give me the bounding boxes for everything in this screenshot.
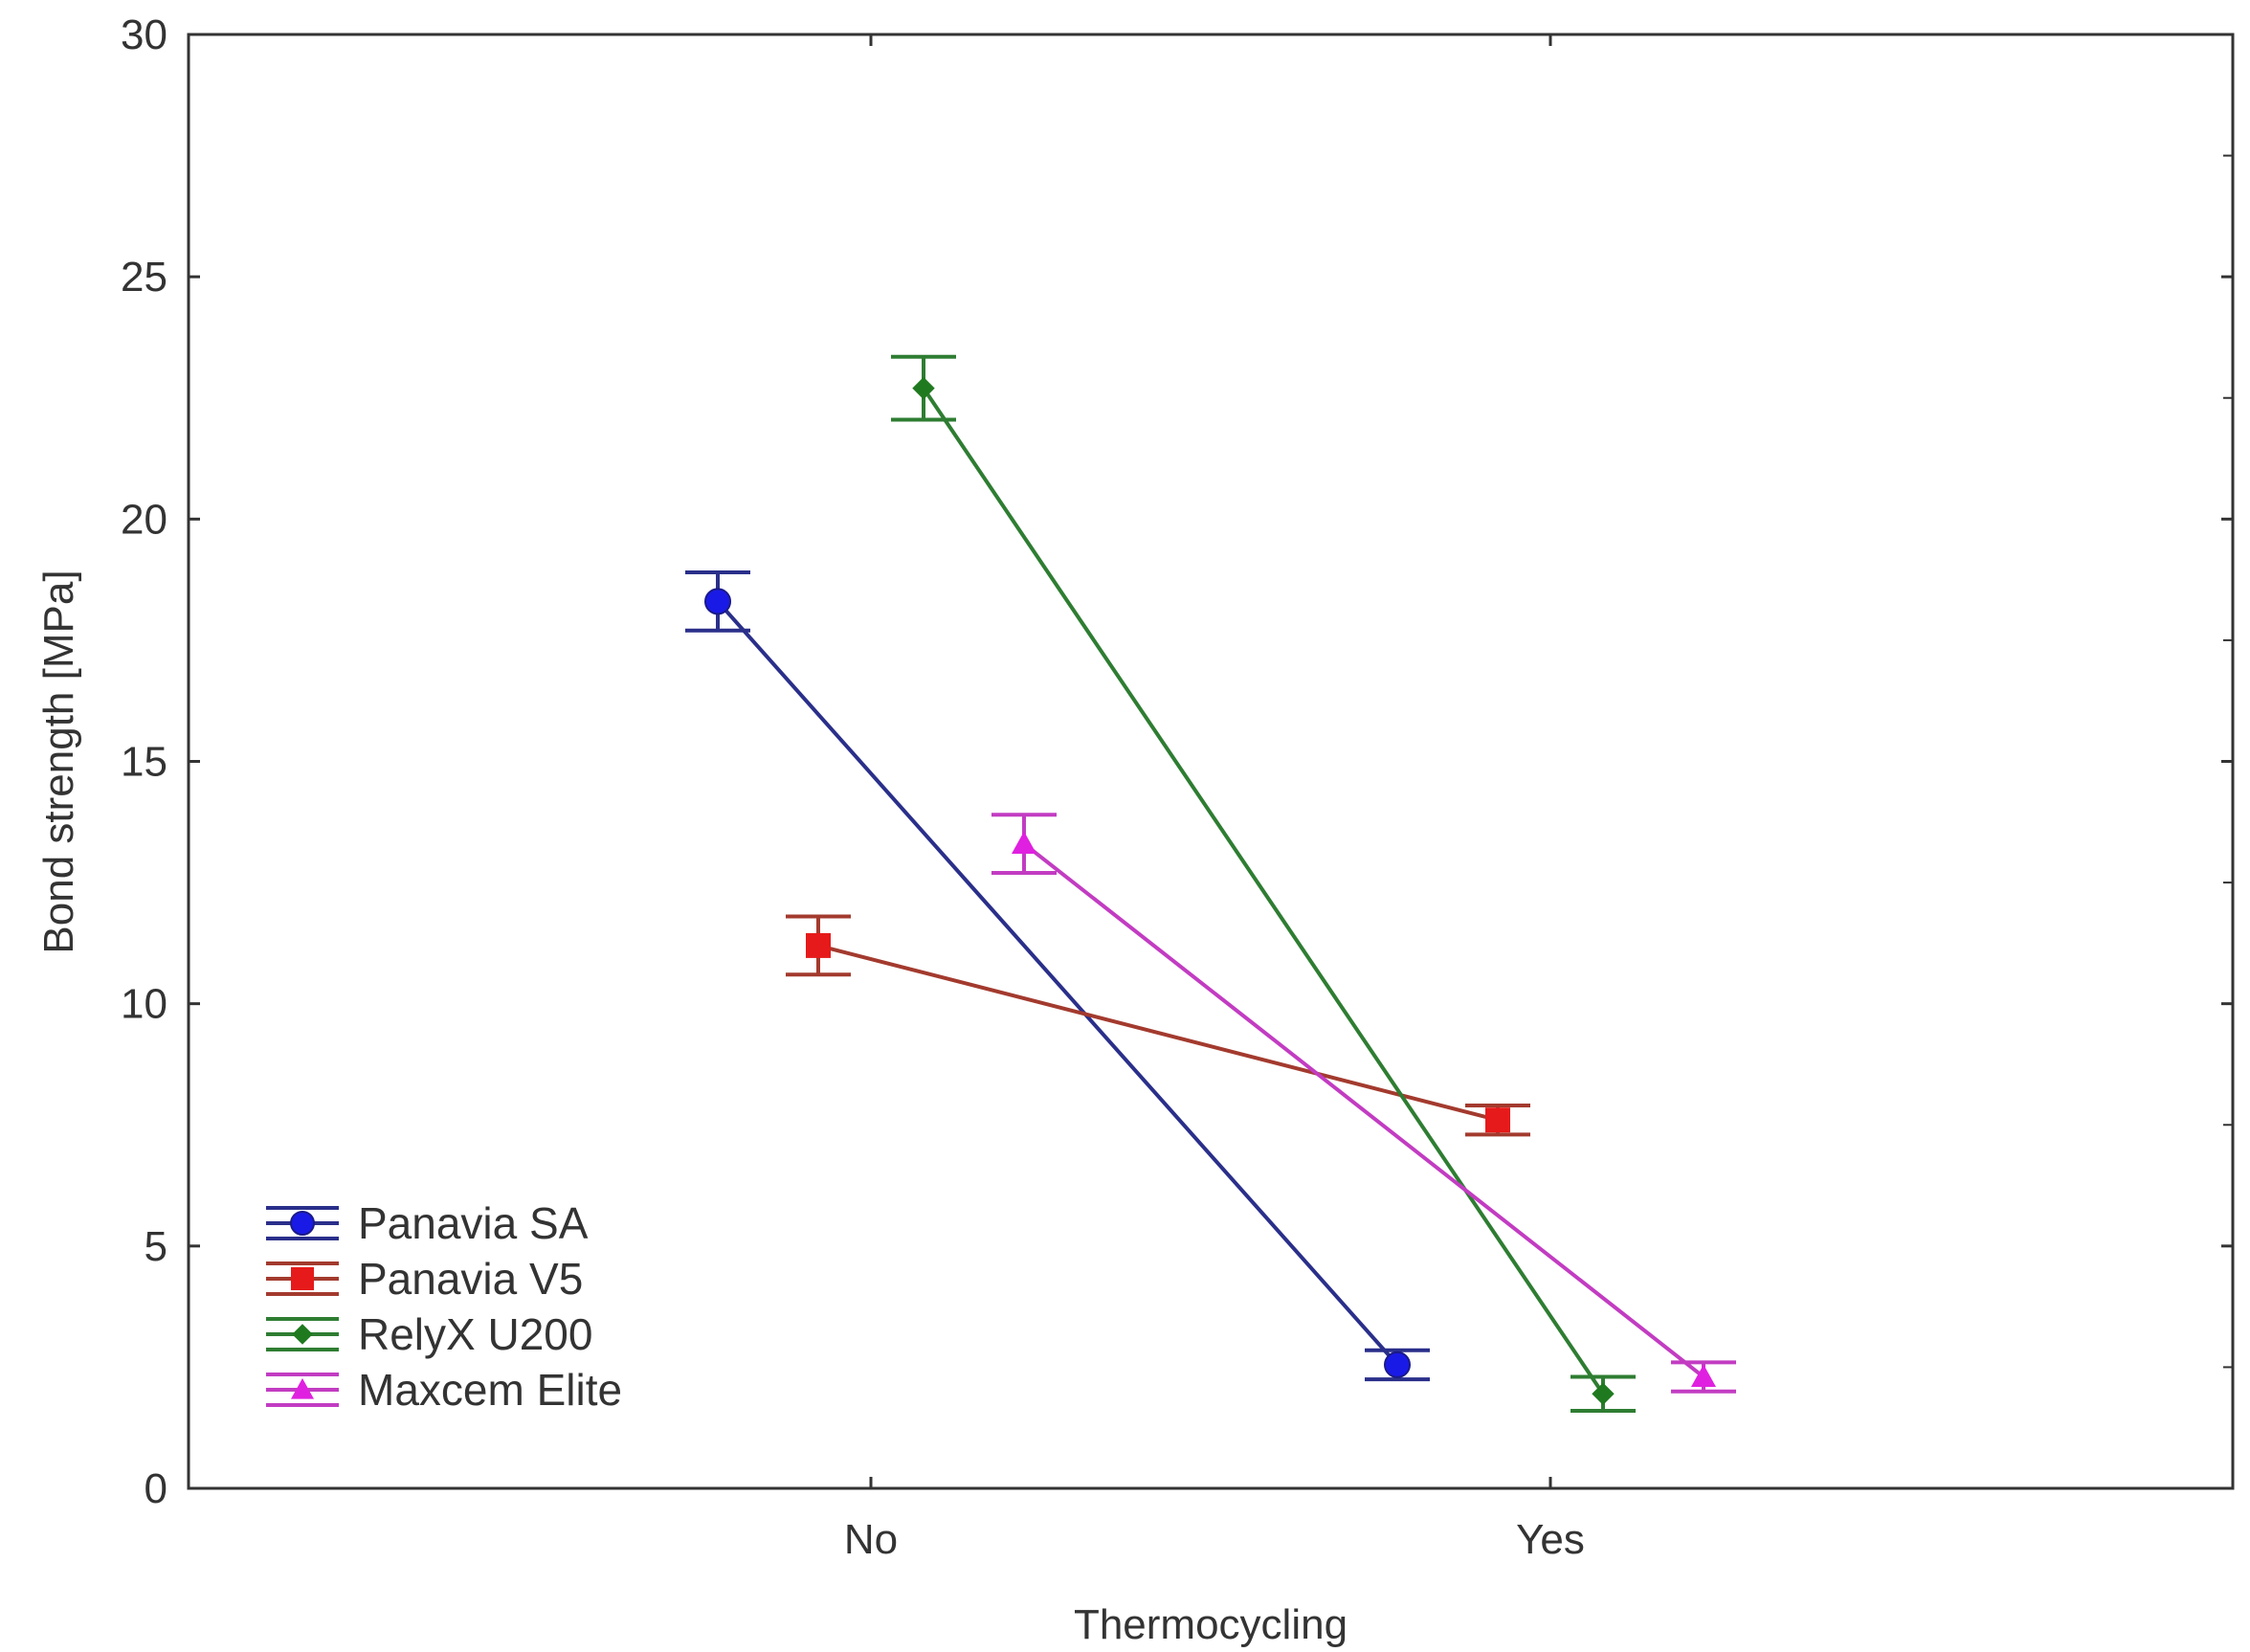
legend-label: Panavia V5 (358, 1254, 583, 1304)
legend-label: Maxcem Elite (358, 1365, 622, 1415)
data-point (1592, 1382, 1615, 1405)
data-point (1691, 1364, 1716, 1387)
series-line (716, 600, 1399, 1367)
legend-marker (291, 1267, 314, 1290)
legend-marker (292, 1324, 313, 1345)
series-panavia-v5 (786, 914, 1530, 1137)
y-axis: 0 5 10 15 20 25 30 (121, 11, 2233, 1512)
data-point (1012, 831, 1036, 854)
legend-marker (291, 1378, 314, 1399)
x-axis: No Yes (844, 34, 1585, 1563)
series-line (1022, 842, 1705, 1379)
data-point (912, 376, 935, 400)
data-point (704, 588, 731, 615)
series-layer (685, 354, 1736, 1413)
legend-item: RelyX U200 (266, 1309, 592, 1359)
data-point (1384, 1351, 1411, 1378)
y-tick-label: 25 (121, 254, 167, 301)
legend-item: Maxcem Elite (266, 1365, 622, 1415)
y-tick-label: 20 (121, 496, 167, 543)
legend-item: Panavia SA (266, 1198, 589, 1248)
y-axis-title: Bond strength [MPa] (35, 569, 82, 953)
series-maxcem-elite (991, 813, 1736, 1394)
x-tick-label: Yes (1516, 1516, 1585, 1563)
y-tick-label: 10 (121, 981, 167, 1028)
legend-item: Panavia V5 (266, 1254, 583, 1304)
series-relyx-u200 (891, 354, 1636, 1413)
y-tick-label: 5 (145, 1223, 167, 1270)
legend-label: Panavia SA (358, 1198, 589, 1248)
legend-marker (290, 1211, 315, 1236)
x-axis-title: Thermocycling (1074, 1601, 1348, 1648)
legend-label: RelyX U200 (358, 1309, 592, 1359)
series-line (817, 943, 1499, 1123)
data-point (1485, 1107, 1510, 1133)
x-tick-label: No (844, 1516, 898, 1563)
series-panavia-sa (685, 570, 1430, 1382)
data-point (806, 932, 831, 958)
y-tick-label: 0 (145, 1465, 167, 1512)
series-line (922, 387, 1605, 1395)
y-tick-label: 30 (121, 11, 167, 58)
y-tick-label: 15 (121, 739, 167, 786)
